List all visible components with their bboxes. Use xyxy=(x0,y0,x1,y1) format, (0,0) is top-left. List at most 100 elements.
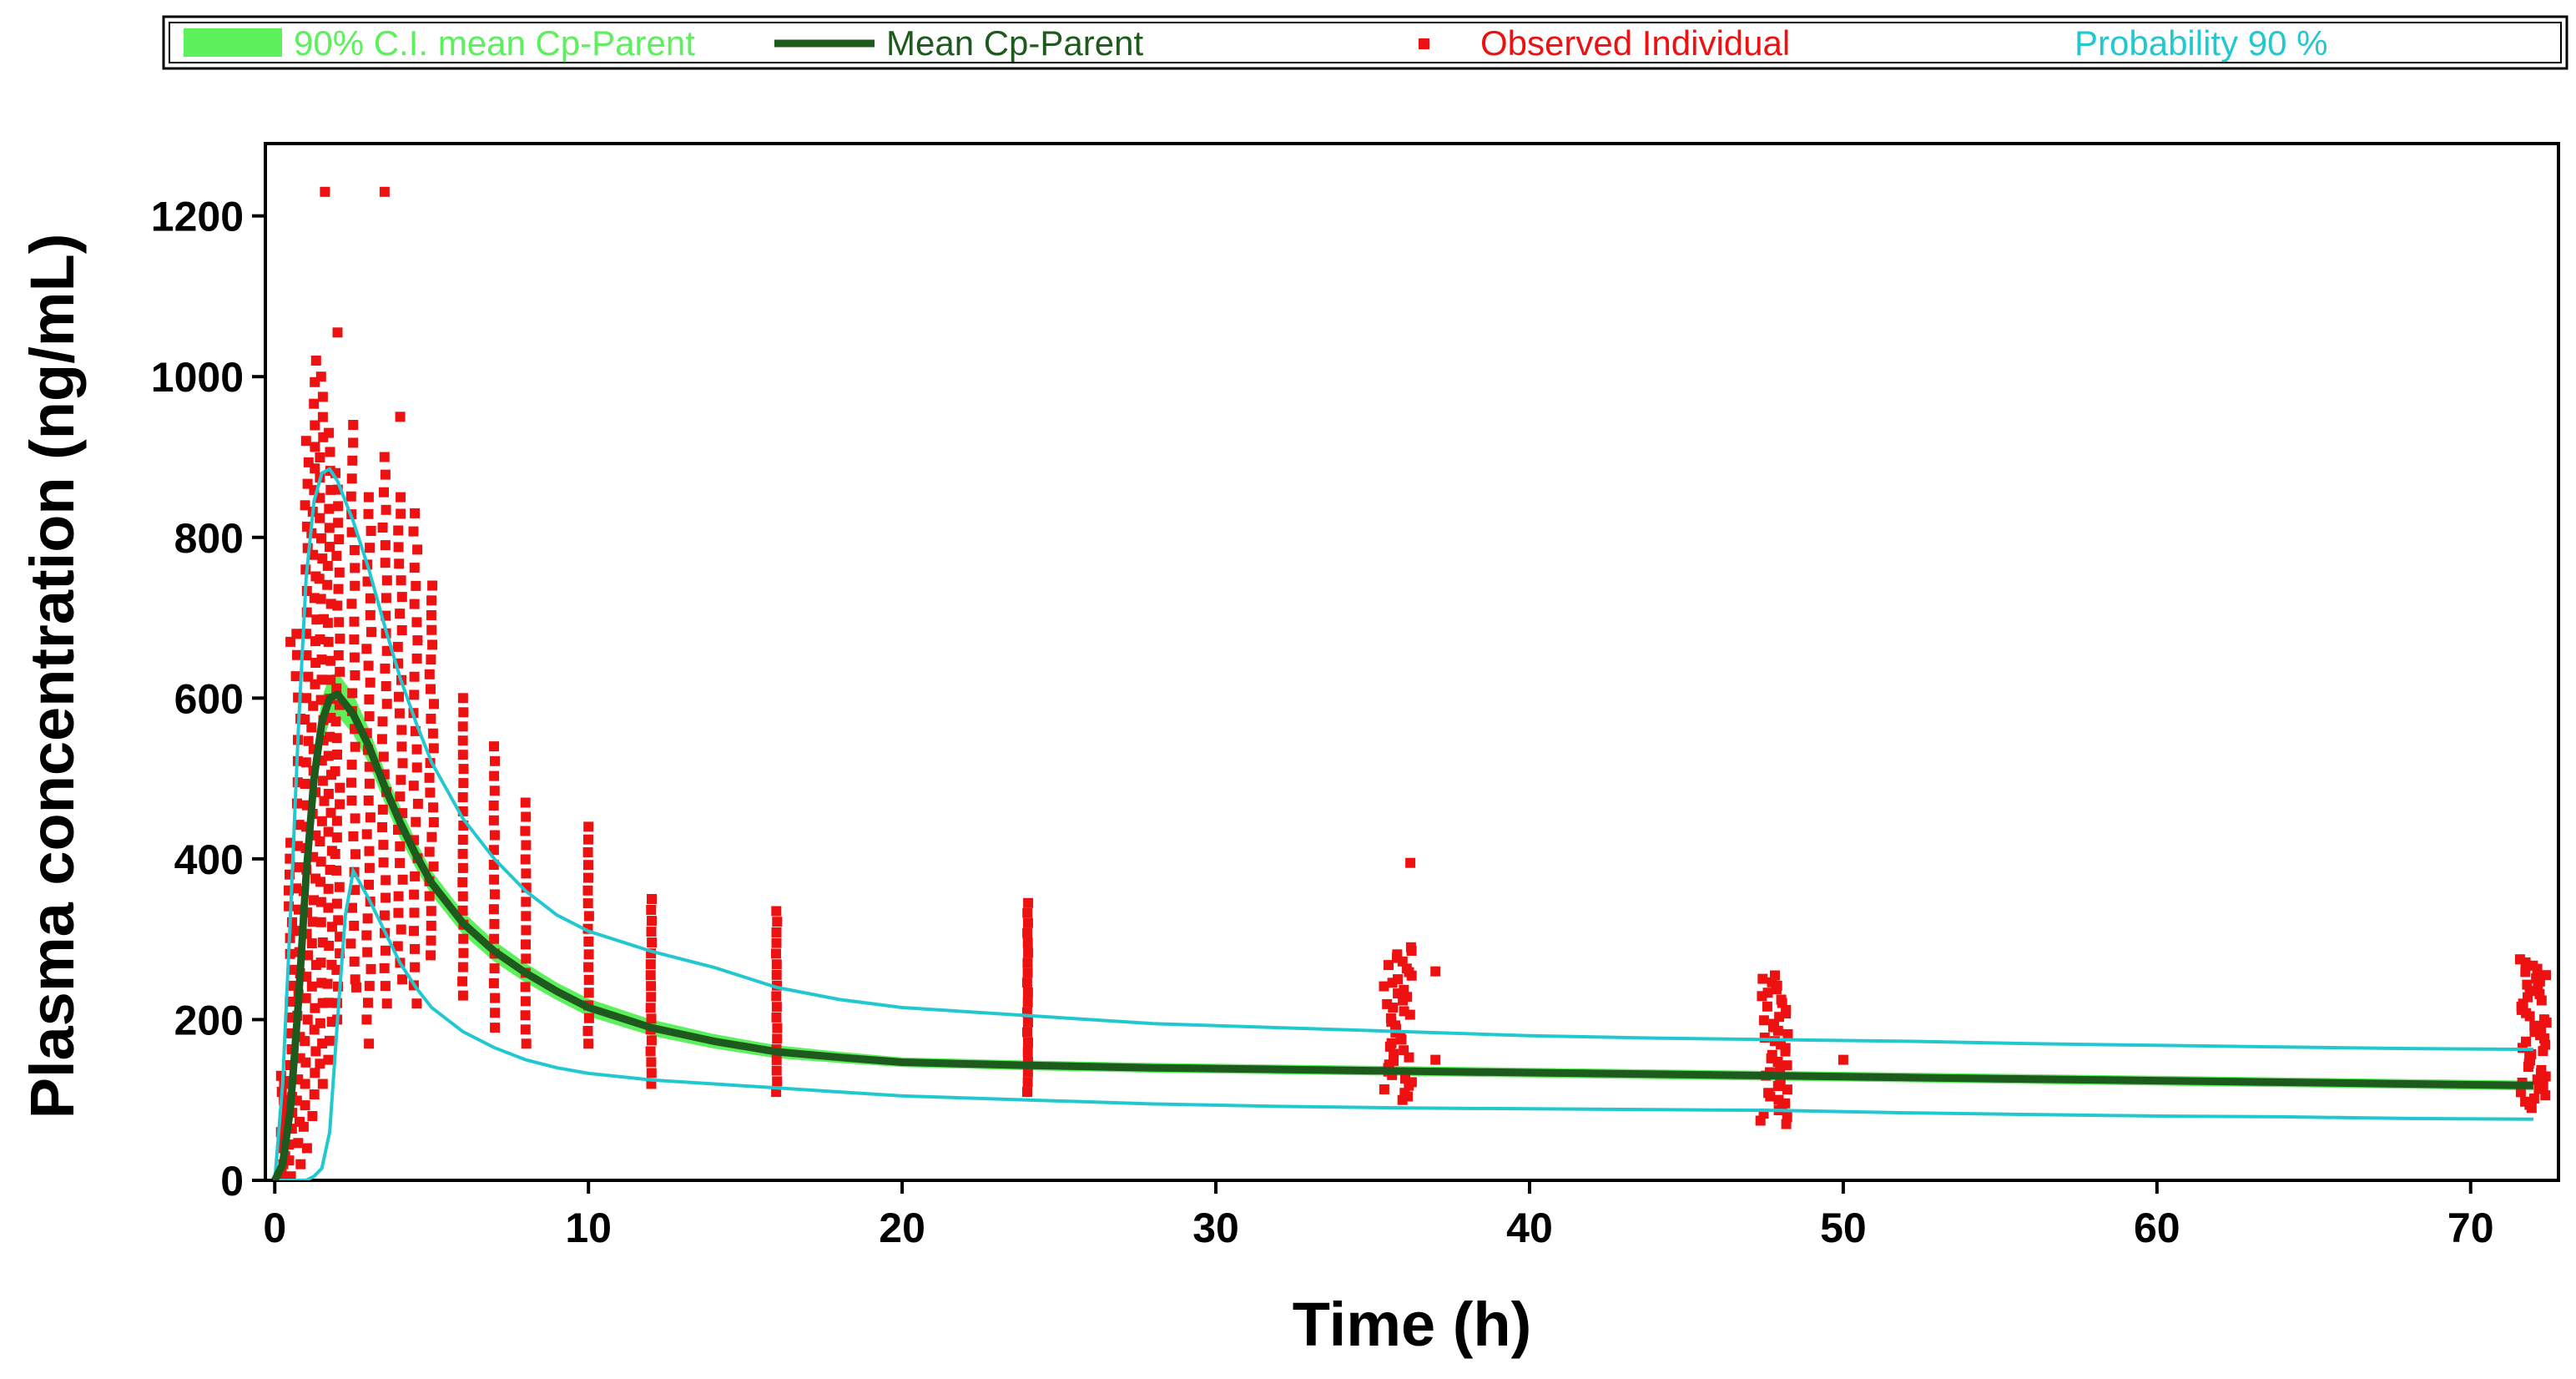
observed-point xyxy=(380,469,391,480)
observed-point xyxy=(458,707,469,718)
observed-point xyxy=(300,500,310,511)
observed-point xyxy=(646,1068,657,1078)
observed-point xyxy=(346,473,357,484)
observed-point xyxy=(646,1035,657,1046)
observed-point xyxy=(1758,1015,1769,1026)
observed-point xyxy=(322,978,333,989)
observed-point xyxy=(379,962,390,973)
observed-point xyxy=(411,617,422,628)
observed-point xyxy=(364,862,375,873)
observed-point xyxy=(396,725,407,735)
observed-point xyxy=(520,1024,531,1035)
observed-point xyxy=(334,534,345,545)
observed-point xyxy=(2515,1087,2526,1098)
observed-point xyxy=(310,356,321,366)
observed-point xyxy=(380,981,391,992)
observed-point xyxy=(1021,977,1032,988)
observed-point xyxy=(323,636,334,647)
observed-point xyxy=(362,947,373,957)
observed-point xyxy=(410,508,421,518)
observed-point xyxy=(350,580,360,591)
observed-point xyxy=(1405,857,1416,868)
observed-point xyxy=(1022,937,1033,948)
observed-point xyxy=(365,543,376,553)
observed-point xyxy=(396,924,406,935)
observed-point xyxy=(583,962,594,972)
observed-point xyxy=(1776,994,1787,1005)
observed-point xyxy=(520,797,531,808)
observed-point xyxy=(308,851,319,862)
observed-point xyxy=(409,563,420,573)
observed-point xyxy=(411,580,421,591)
observed-point xyxy=(301,1143,312,1154)
observed-point xyxy=(583,860,593,871)
observed-point xyxy=(381,998,392,1009)
x-tick-label: 70 xyxy=(2447,1205,2494,1251)
observed-point xyxy=(521,911,532,922)
observed-point xyxy=(1392,949,1403,960)
observed-point xyxy=(411,998,422,1009)
x-tick-label: 20 xyxy=(879,1205,925,1251)
observed-point xyxy=(1393,974,1403,985)
observed-point xyxy=(330,765,340,776)
observed-point xyxy=(323,883,334,894)
legend-ci-label: 90% C.I. mean Cp-Parent xyxy=(294,23,695,63)
observed-point xyxy=(348,831,359,841)
observed-point xyxy=(772,1033,783,1044)
observed-point xyxy=(645,959,656,970)
observed-point xyxy=(583,949,594,960)
legend-probability-label: Probability 90 % xyxy=(2074,23,2328,63)
observed-point xyxy=(647,916,657,927)
observed-point xyxy=(330,849,340,859)
observed-point xyxy=(1767,1049,1777,1060)
observed-point xyxy=(490,1008,501,1018)
observed-point xyxy=(521,897,532,907)
observed-point xyxy=(310,463,320,474)
observed-point xyxy=(521,1038,532,1049)
observed-point xyxy=(411,653,422,664)
observed-point xyxy=(1782,1060,1792,1071)
observed-point xyxy=(315,513,325,523)
observed-point xyxy=(347,902,357,913)
observed-point xyxy=(315,594,326,604)
observed-point xyxy=(377,716,388,727)
observed-point xyxy=(429,699,439,710)
y-tick-label: 200 xyxy=(174,997,244,1043)
observed-point xyxy=(409,671,420,682)
observed-point xyxy=(645,970,656,981)
observed-point xyxy=(362,913,373,924)
observed-point xyxy=(315,492,325,503)
observed-point xyxy=(291,926,302,937)
observed-point xyxy=(364,846,375,856)
observed-point xyxy=(323,1054,334,1065)
x-tick-label: 30 xyxy=(1192,1205,1239,1251)
observed-point xyxy=(381,945,391,956)
observed-point xyxy=(349,616,360,627)
observed-point xyxy=(582,898,593,909)
observed-point xyxy=(1399,1045,1409,1056)
observed-point xyxy=(428,743,439,754)
observed-point xyxy=(521,925,532,936)
observed-point xyxy=(324,1035,335,1046)
observed-point xyxy=(345,938,356,949)
observed-point xyxy=(349,545,360,555)
observed-point xyxy=(325,655,336,666)
observed-point xyxy=(307,1111,318,1121)
observed-point xyxy=(323,750,334,761)
observed-point xyxy=(582,885,593,896)
observed-point xyxy=(364,981,375,992)
observed-point xyxy=(376,734,387,745)
observed-point xyxy=(395,841,406,851)
observed-point xyxy=(310,442,320,452)
observed-point xyxy=(583,937,594,947)
observed-point xyxy=(2538,1014,2549,1025)
observed-point xyxy=(1023,1017,1033,1028)
observed-point xyxy=(583,1038,594,1049)
observed-point xyxy=(645,1046,656,1057)
observed-point xyxy=(458,933,469,944)
observed-point xyxy=(300,715,310,725)
observed-point xyxy=(1399,984,1409,995)
observed-point xyxy=(380,663,391,674)
observed-point xyxy=(488,977,499,988)
